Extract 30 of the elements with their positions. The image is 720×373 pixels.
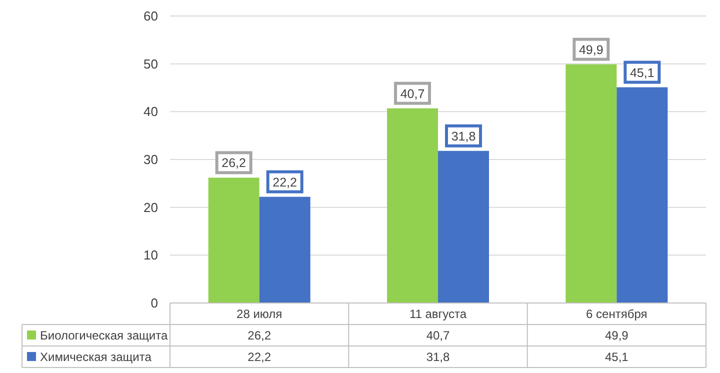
bar bbox=[259, 196, 310, 303]
y-tick-label: 30 bbox=[144, 152, 158, 167]
x-tick-label: 11 августа bbox=[409, 307, 467, 321]
x-tick-label: 28 июля bbox=[236, 307, 282, 321]
legend-label: Химическая защита bbox=[40, 350, 152, 364]
y-tick-label: 60 bbox=[144, 8, 158, 24]
text: 40,7 bbox=[400, 86, 425, 101]
bar bbox=[208, 178, 260, 303]
text: 45,1 bbox=[630, 66, 654, 80]
legend-label: Биологическая защита bbox=[40, 328, 168, 342]
data-label: 40,7 bbox=[426, 328, 450, 342]
text: 31,8 bbox=[451, 129, 476, 144]
text: 49,9 bbox=[578, 42, 604, 57]
bar bbox=[616, 87, 668, 303]
bar bbox=[387, 108, 438, 303]
y-tick-label: 10 bbox=[144, 248, 158, 263]
y-tick-label: 0 bbox=[150, 296, 158, 310]
y-tick-label: 20 bbox=[144, 200, 158, 215]
y-tick-label: 50 bbox=[144, 56, 158, 72]
data-label: 26,2 bbox=[248, 328, 272, 342]
text: 26,2 bbox=[222, 156, 246, 170]
x-tick-label: 6 сентября bbox=[586, 307, 648, 321]
data-label: 31,8 bbox=[426, 350, 450, 364]
data-label: 45,1 bbox=[604, 350, 629, 364]
bar bbox=[438, 150, 489, 303]
y-tick-label: 40 bbox=[144, 104, 158, 120]
bar bbox=[566, 64, 617, 303]
text: 22,2 bbox=[272, 175, 298, 190]
data-label: 22,2 bbox=[248, 350, 272, 364]
data-label: 49,9 bbox=[604, 328, 629, 342]
